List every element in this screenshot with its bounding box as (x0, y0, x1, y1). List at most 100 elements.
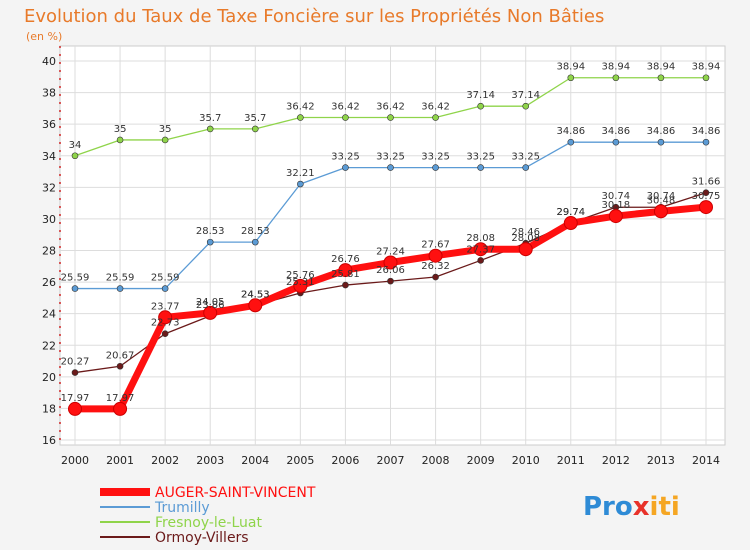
data-label-auger-saint-vincent: 27.24 (376, 247, 405, 258)
data-point-trumilly (567, 138, 575, 146)
data-point-auger-saint-vincent (158, 310, 173, 325)
y-tick-label: 28 (42, 245, 56, 258)
data-point-auger-saint-vincent (653, 204, 668, 219)
plot-area (59, 45, 726, 446)
data-point-trumilly (702, 138, 710, 146)
y-tick-label: 40 (42, 55, 56, 68)
data-point-fresnoy-le-luat (387, 114, 394, 121)
data-label-trumilly: 25.59 (106, 273, 135, 284)
data-label-ormoy-villers: 29.74 (556, 207, 585, 218)
x-tick-label: 2003 (196, 454, 224, 467)
data-label-trumilly: 34.86 (602, 126, 631, 137)
data-point-auger-saint-vincent (473, 242, 488, 257)
logo-part-1: Pro (583, 492, 633, 522)
y-tick-label: 26 (42, 276, 56, 289)
data-label-ormoy-villers: 30.74 (647, 191, 676, 202)
data-label-fresnoy-le-luat: 34 (69, 140, 82, 151)
x-tick-label: 2014 (692, 454, 720, 467)
data-point-auger-saint-vincent (203, 305, 218, 320)
data-point-ormoy-villers (71, 369, 79, 376)
data-label-trumilly: 33.25 (376, 152, 405, 163)
data-point-auger-saint-vincent (428, 248, 443, 263)
data-label-fresnoy-le-luat: 36.42 (286, 102, 315, 113)
data-label-fresnoy-le-luat: 36.42 (421, 102, 450, 113)
y-tick-label: 36 (42, 118, 56, 131)
data-point-fresnoy-le-luat (71, 152, 79, 160)
data-point-fresnoy-le-luat (297, 114, 304, 121)
data-point-trumilly (161, 285, 169, 292)
data-point-trumilly (612, 138, 620, 146)
x-tick-label: 2009 (467, 454, 495, 467)
data-label-auger-saint-vincent: 26.76 (331, 254, 360, 265)
data-point-ormoy-villers (432, 273, 439, 281)
data-point-ormoy-villers (342, 281, 349, 289)
y-tick-label: 24 (42, 308, 56, 321)
data-point-fresnoy-le-luat (612, 74, 620, 82)
data-label-fresnoy-le-luat: 38.94 (602, 62, 631, 73)
data-point-trumilly (116, 285, 124, 292)
x-tick-label: 2008 (422, 454, 450, 467)
data-point-fresnoy-le-luat (342, 114, 349, 121)
data-label-ormoy-villers: 26.06 (376, 265, 405, 276)
data-label-trumilly: 25.59 (151, 273, 180, 284)
data-label-fresnoy-le-luat: 35.7 (244, 113, 266, 124)
data-label-trumilly: 28.53 (196, 226, 225, 237)
data-point-auger-saint-vincent (248, 298, 263, 313)
data-point-trumilly (251, 238, 259, 246)
data-point-ormoy-villers (116, 362, 124, 370)
data-point-auger-saint-vincent (113, 401, 128, 416)
data-label-fresnoy-le-luat: 35 (159, 124, 172, 135)
y-tick-label: 20 (42, 371, 56, 384)
x-tick-label: 2012 (602, 454, 630, 467)
x-tick-label: 2011 (557, 454, 585, 467)
logo-part-2: x (633, 492, 650, 522)
data-label-ormoy-villers: 22.73 (151, 318, 180, 329)
data-point-auger-saint-vincent (338, 263, 353, 278)
data-label-ormoy-villers: 28.46 (511, 227, 540, 238)
data-point-trumilly (432, 164, 439, 171)
proxiti-logo: Proxiti (583, 492, 680, 522)
legend-label: AUGER-SAINT-VINCENT (155, 485, 316, 501)
data-point-ormoy-villers (477, 257, 484, 264)
data-point-trumilly (297, 180, 304, 188)
data-label-auger-saint-vincent: 29.74 (556, 207, 585, 218)
data-label-trumilly: 33.25 (421, 152, 450, 163)
data-point-trumilly (71, 285, 79, 292)
data-label-trumilly: 33.25 (466, 152, 495, 163)
data-point-fresnoy-le-luat (702, 74, 710, 82)
data-label-auger-saint-vincent: 30.48 (647, 195, 676, 206)
data-label-ormoy-villers: 26.32 (421, 261, 450, 272)
data-label-fresnoy-le-luat: 38.94 (647, 62, 676, 73)
data-label-auger-saint-vincent: 28.08 (511, 233, 540, 244)
data-label-trumilly: 34.86 (647, 126, 676, 137)
data-point-trumilly (342, 164, 349, 171)
data-label-trumilly: 33.25 (331, 152, 360, 163)
chart-title: Evolution du Taux de Taxe Foncière sur l… (24, 6, 604, 27)
data-label-ormoy-villers: 31.66 (692, 177, 721, 188)
data-label-ormoy-villers: 25.81 (331, 269, 360, 280)
data-point-trumilly (477, 164, 484, 171)
data-label-auger-saint-vincent: 17.97 (61, 393, 90, 404)
y-tick-label: 22 (42, 339, 56, 352)
data-label-fresnoy-le-luat: 38.94 (556, 62, 585, 73)
data-point-auger-saint-vincent (68, 401, 82, 416)
data-point-fresnoy-le-luat (116, 136, 124, 144)
y-tick-label: 34 (42, 150, 56, 163)
data-point-fresnoy-le-luat (206, 125, 214, 133)
data-label-auger-saint-vincent: 25.76 (286, 270, 315, 281)
data-label-trumilly: 33.25 (511, 152, 540, 163)
data-label-fresnoy-le-luat: 35 (114, 124, 127, 135)
x-tick-label: 2007 (377, 454, 405, 467)
data-label-auger-saint-vincent: 17.97 (106, 393, 135, 404)
data-label-ormoy-villers: 30.74 (602, 191, 631, 202)
y-tick-label: 18 (42, 402, 56, 415)
data-label-auger-saint-vincent: 30.75 (692, 191, 721, 202)
data-label-ormoy-villers: 20.27 (61, 357, 90, 368)
data-label-ormoy-villers: 24.53 (241, 289, 270, 300)
data-point-auger-saint-vincent (518, 242, 533, 257)
data-label-fresnoy-le-luat: 36.42 (376, 102, 405, 113)
data-point-ormoy-villers (387, 277, 394, 285)
data-label-auger-saint-vincent: 28.08 (466, 233, 495, 244)
